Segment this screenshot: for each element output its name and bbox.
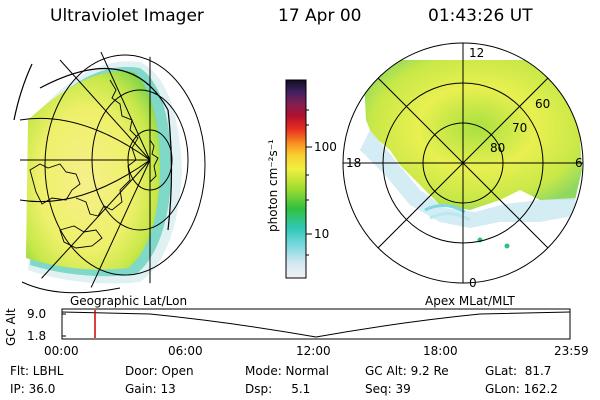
instrument-title: Ultraviolet Imager (50, 6, 204, 26)
polar-label-12: 12 (469, 46, 485, 60)
dsp-info: Dsp: 5.1 (245, 382, 311, 396)
globe-image (13, 52, 206, 294)
gain-info: Gain: 13 (125, 382, 176, 396)
polar-label-0: 0 (469, 276, 477, 290)
xtick-2359: 23:59 (554, 344, 589, 358)
glat-info: GLat: 81.7 (485, 364, 552, 378)
coastline (75, 79, 139, 217)
colorbar-tick-10: 10 (314, 227, 330, 241)
xtick-0600: 06:00 (168, 344, 203, 358)
gc-alt-axis-label: GC Alt (4, 308, 18, 346)
time-label: 01:43:26 UT (428, 6, 533, 26)
geographic-caption: Geographic Lat/Lon (70, 294, 188, 308)
polar-label-6: 6 (575, 156, 583, 170)
glon-info: GLon: 162.2 (485, 382, 558, 396)
ytick-1-8: 1.8 (27, 329, 47, 343)
xtick-0000: 00:00 (44, 344, 79, 358)
ytick-9: 9.0 (27, 307, 47, 321)
coastline (149, 139, 159, 183)
colorbar (285, 79, 312, 279)
xtick-1200: 12:00 (296, 344, 331, 358)
polar-label-60: 60 (535, 97, 551, 111)
coastline (29, 163, 81, 205)
filter-info: Flt: LBHL (10, 364, 64, 378)
xtick-1800: 18:00 (423, 344, 458, 358)
ip-info: IP: 36.0 (10, 382, 56, 396)
polar-label-18: 18 (346, 156, 362, 170)
door-info: Door: Open (125, 364, 194, 378)
colorbar-unit-label: photon cm⁻²s⁻¹ (266, 139, 280, 232)
polar-label-80: 80 (490, 141, 506, 155)
polar-grid (342, 42, 584, 284)
altitude-timeline (61, 308, 571, 340)
date-label: 17 Apr 00 (278, 6, 362, 26)
polar-plot (342, 42, 584, 284)
coastline (59, 225, 103, 249)
polar-label-70: 70 (512, 121, 528, 135)
apex-caption: Apex MLat/MLT (425, 294, 515, 308)
seq-info: Seq: 39 (365, 382, 411, 396)
mode-info: Mode: Normal (245, 364, 329, 378)
colorbar-tick-100: 100 (314, 140, 337, 154)
gc-alt-info: GC Alt: 9.2 Re (365, 364, 449, 378)
